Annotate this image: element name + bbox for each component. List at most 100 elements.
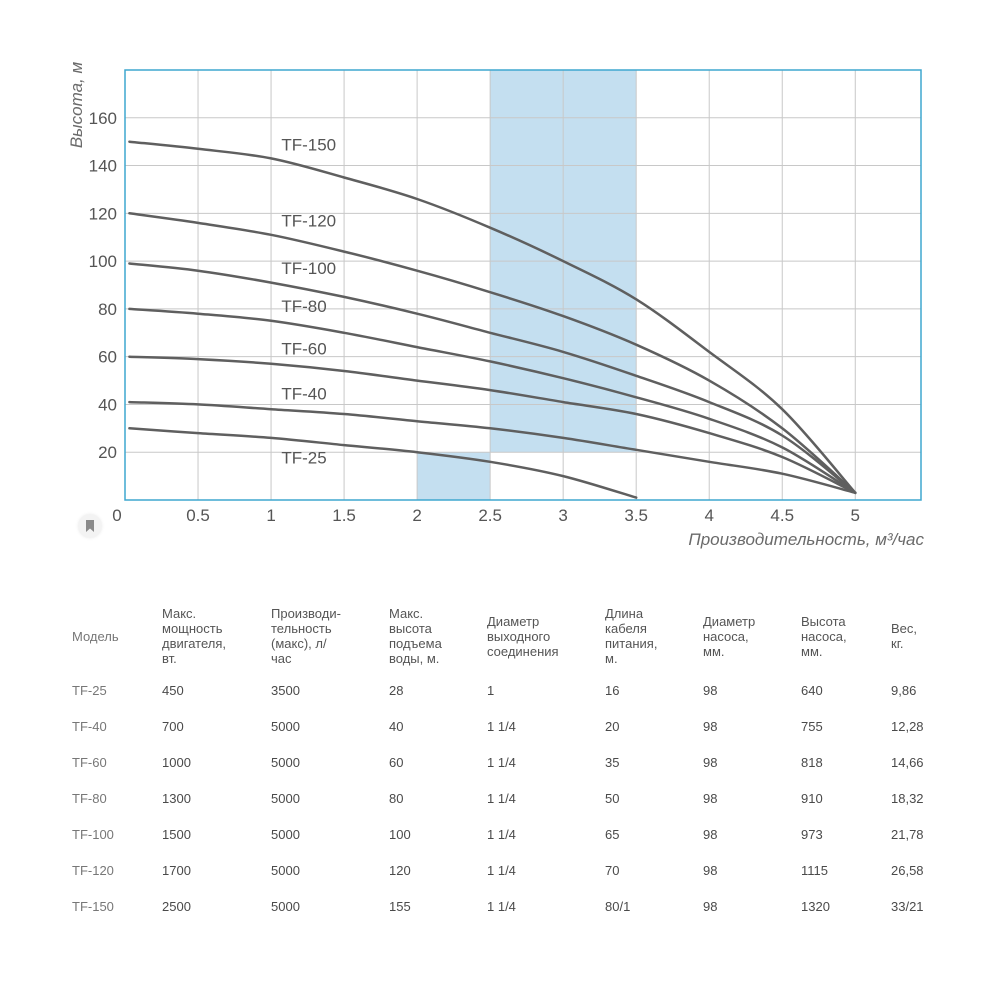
header-text: Модель [72, 628, 119, 644]
x-tick-label: 4 [704, 506, 713, 525]
y-tick-label: 120 [89, 204, 117, 223]
header-text: Вес, [891, 621, 918, 636]
header-text: Производи- [271, 606, 341, 621]
x-tick-label: 5 [851, 506, 860, 525]
series-label-tf-100: TF-100 [281, 259, 336, 278]
header-text: м. [605, 651, 618, 666]
table-cell: 20 [605, 718, 620, 734]
table-cell: 98 [703, 862, 718, 878]
series-line-tf-120 [128, 212, 857, 495]
x-tick-label: 0 [112, 506, 121, 525]
header-text: кг. [891, 636, 904, 651]
y-tick-label: 20 [98, 443, 117, 462]
header-text: воды, м. [389, 651, 440, 666]
model-cell: TF-120 [72, 862, 114, 878]
table-cell: 16 [605, 682, 620, 698]
series-label-tf-40: TF-40 [281, 385, 326, 404]
x-tick-label: 4.5 [770, 506, 794, 525]
x-tick-label: 2 [412, 506, 421, 525]
table-cell: 80/1 [605, 898, 631, 914]
table-cell: 26,58 [891, 862, 924, 878]
header-text: соединения [487, 643, 559, 659]
x-axis-title: Производительность, м³/час [688, 530, 924, 549]
y-tick-label: 60 [98, 348, 117, 367]
col-header-pump-height: Высота насоса, мм. [795, 600, 885, 672]
model-cell: TF-40 [72, 718, 107, 734]
model-cell: TF-100 [72, 826, 114, 842]
table-cell: 1 1/4 [487, 718, 516, 734]
col-header-capacity: Производи-тельность (макс), л/час [265, 600, 383, 672]
table-cell: 98 [703, 754, 718, 770]
table-cell: 1 1/4 [487, 898, 516, 914]
x-tick-label: 1.5 [332, 506, 356, 525]
y-tick-label: 80 [98, 300, 117, 319]
header-text: мощность [162, 621, 223, 636]
table-cell: 9,86 [891, 682, 917, 698]
table-cell: 65 [605, 826, 620, 842]
col-header-max-height: Макс. высота подъема воды, м. [383, 600, 481, 672]
table-cell: 1 1/4 [487, 826, 516, 842]
header-text: вт. [162, 651, 177, 666]
table-cell: 2500 [162, 898, 191, 914]
header-text: (макс), л/ [271, 636, 327, 651]
table-row: TF-120 1700 5000 120 1 1/4 70 98 1115 26,58 [66, 852, 946, 888]
header-text: насоса, [703, 628, 749, 644]
model-cell: TF-25 [72, 682, 107, 698]
table-cell: 1 1/4 [487, 862, 516, 878]
table-cell: 80 [389, 790, 404, 806]
series-label-tf-25: TF-25 [281, 449, 326, 468]
table-cell: 21,78 [891, 826, 924, 842]
x-tick-label: 3 [558, 506, 567, 525]
header-text: час [271, 651, 292, 666]
table-row: TF-40 700 5000 40 1 1/4 20 98 755 12,28 [66, 708, 946, 744]
series-label-tf-120: TF-120 [281, 212, 336, 231]
header-text: Макс. [389, 606, 424, 621]
header-text: двигателя, [162, 636, 226, 651]
table-cell: 1320 [801, 898, 830, 914]
col-header-outlet-diameter: Диаметр выходного соединения [481, 600, 599, 672]
table-cell: 818 [801, 754, 823, 770]
table-cell: 700 [162, 718, 184, 734]
table-cell: 155 [389, 898, 411, 914]
table-cell: 5000 [271, 790, 300, 806]
y-tick-label: 140 [89, 157, 117, 176]
table-cell: 5000 [271, 718, 300, 734]
table-cell: 50 [605, 790, 620, 806]
col-header-pump-diameter: Диаметр насоса, мм. [697, 600, 795, 672]
header-text: питания, [605, 636, 658, 651]
table-cell: 1000 [162, 754, 191, 770]
model-cell: TF-60 [72, 754, 107, 770]
table-cell: 5000 [271, 754, 300, 770]
table-cell: 28 [389, 682, 404, 698]
y-axis-title: Высота, м [67, 61, 86, 148]
table-row: TF-25 450 3500 28 1 16 98 640 9,86 [66, 672, 946, 708]
table-row: TF-80 1300 5000 80 1 1/4 50 98 910 18,32 [66, 780, 946, 816]
header-text: Макс. [162, 606, 197, 621]
table-cell: 1 1/4 [487, 790, 516, 806]
x-tick-label: 2.5 [478, 506, 502, 525]
header-text: высота [389, 621, 432, 636]
performance-chart: 0 0.5 1 1.5 2 2.5 3 3.5 4 4.5 5 20 40 60 80 100 120 140 16… [67, 61, 924, 549]
table-row: TF-150 2500 5000 155 1 1/4 80/1 98 1320 33/21 [66, 888, 946, 924]
table-cell: 3500 [271, 682, 300, 698]
y-tick-label: 40 [98, 395, 117, 414]
series-label-tf-80: TF-80 [281, 297, 326, 316]
table-cell: 450 [162, 682, 184, 698]
table-cell: 640 [801, 682, 823, 698]
table-cell: 60 [389, 754, 404, 770]
table-cell: 40 [389, 718, 404, 734]
x-tick-label: 1 [266, 506, 275, 525]
bookmark-button[interactable] [78, 514, 102, 538]
specifications-table: Модель Макс. мощность двигателя, вт. Произв… [66, 600, 946, 924]
y-tick-label: 100 [89, 252, 117, 271]
table-cell: 910 [801, 790, 823, 806]
plot-frame [124, 69, 922, 501]
series-line-tf-150 [128, 140, 857, 495]
header-text: кабеля [605, 621, 647, 636]
table-cell: 12,28 [891, 718, 924, 734]
table-cell: 18,32 [891, 790, 924, 806]
table-cell: 1115 [801, 862, 828, 878]
col-header-power: Макс. мощность двигателя, вт. [156, 600, 265, 672]
table-cell: 973 [801, 826, 823, 842]
col-header-cable-length: Длина кабеля питания, м. [599, 600, 697, 672]
